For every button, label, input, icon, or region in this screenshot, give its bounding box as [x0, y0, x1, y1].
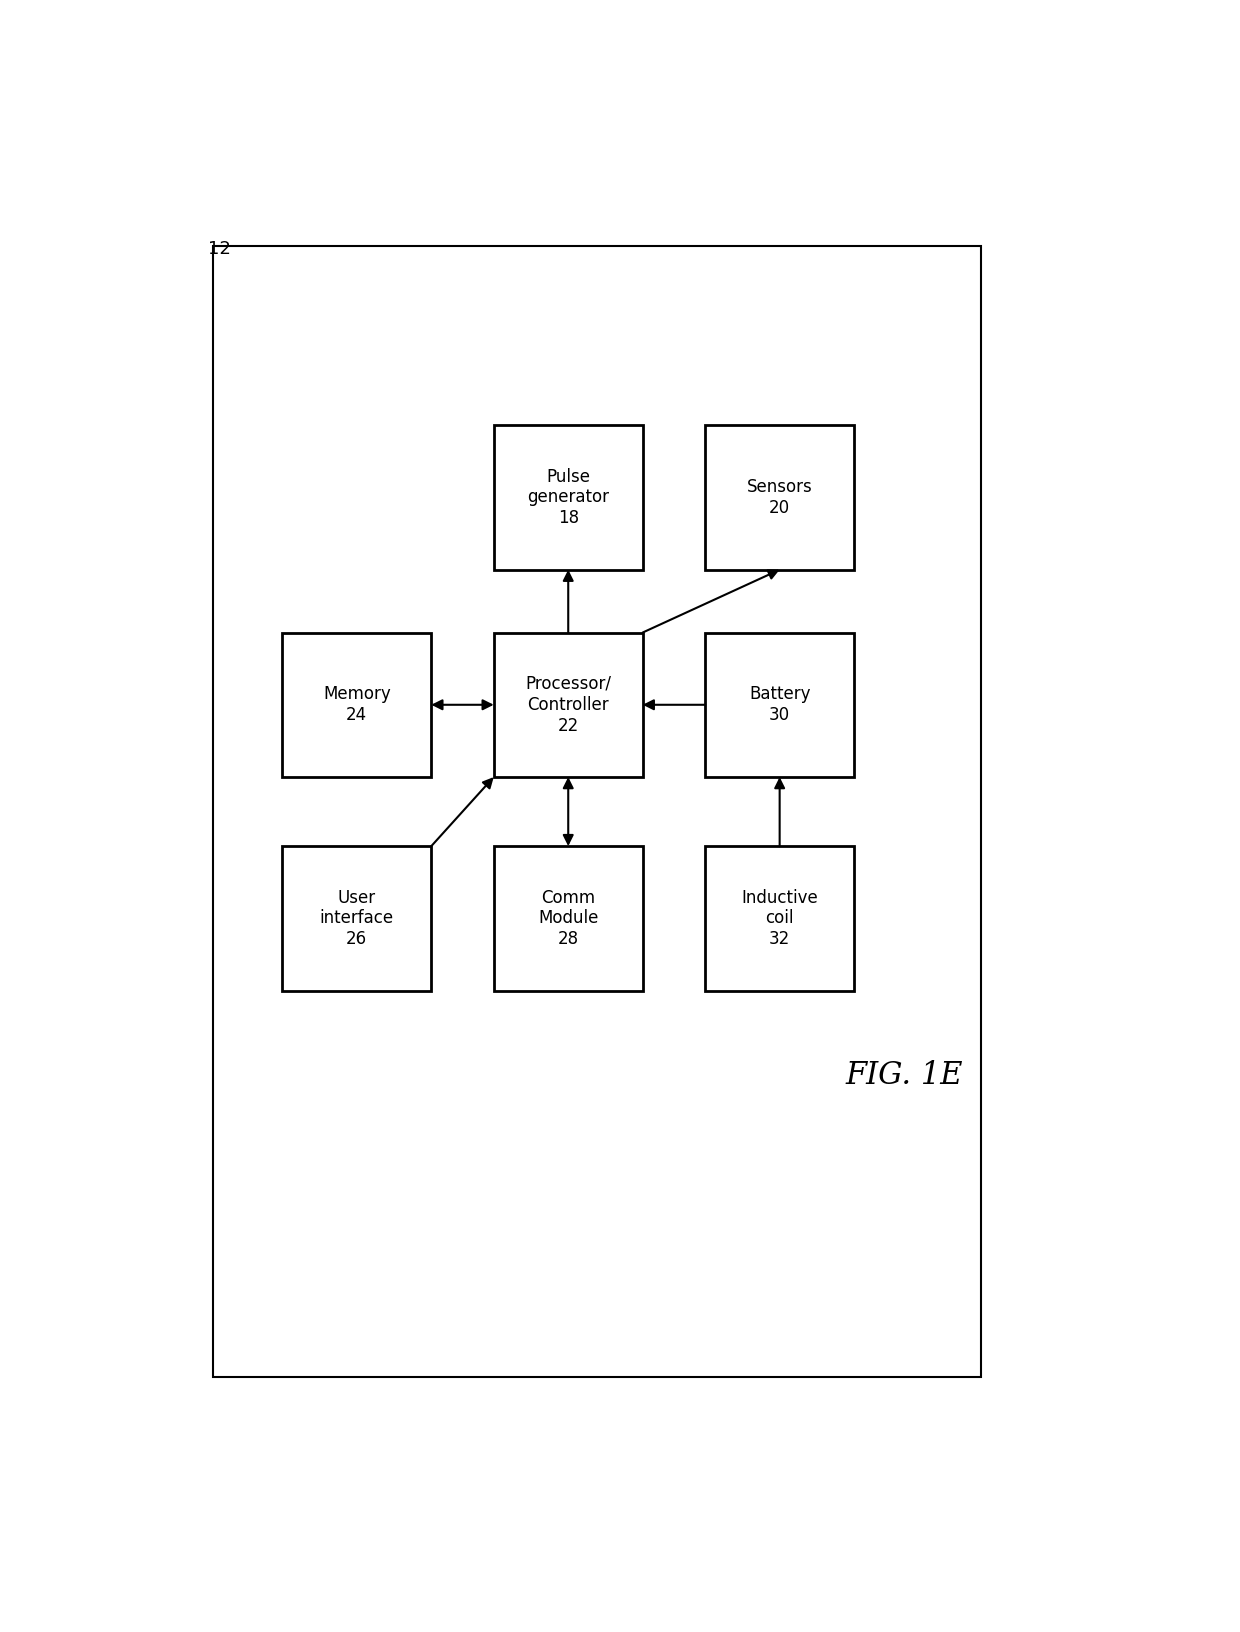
Bar — [706, 426, 854, 570]
Bar — [706, 845, 854, 991]
Text: Sensors
20: Sensors 20 — [746, 478, 812, 517]
Text: Inductive
coil
32: Inductive coil 32 — [742, 888, 818, 948]
Text: User
interface
26: User interface 26 — [320, 888, 394, 948]
Text: Processor/
Controller
22: Processor/ Controller 22 — [526, 676, 611, 734]
Bar — [213, 246, 982, 1377]
Bar — [494, 633, 642, 777]
Bar — [494, 845, 642, 991]
Bar — [706, 633, 854, 777]
Text: Memory
24: Memory 24 — [322, 685, 391, 725]
Bar — [494, 426, 642, 570]
Text: Pulse
generator
18: Pulse generator 18 — [527, 468, 609, 527]
Bar — [283, 845, 432, 991]
Bar — [283, 633, 432, 777]
Text: Battery
30: Battery 30 — [749, 685, 811, 725]
Text: 12: 12 — [208, 240, 231, 258]
Text: FIG. 1E: FIG. 1E — [846, 1061, 963, 1090]
Text: Comm
Module
28: Comm Module 28 — [538, 888, 599, 948]
